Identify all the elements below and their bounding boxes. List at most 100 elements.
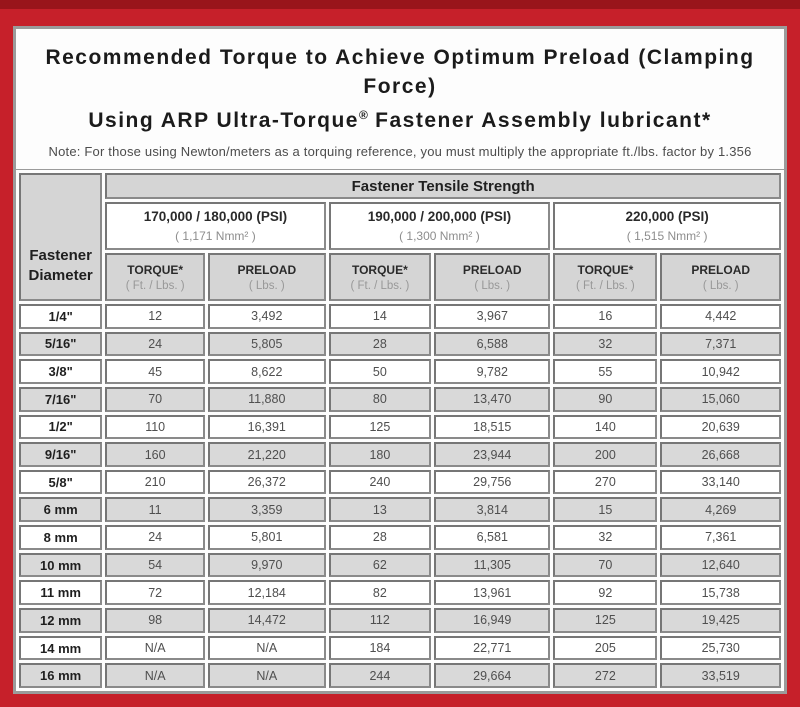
preload-value-cell: 13,470 — [434, 386, 551, 412]
preload-value-cell: 3,814 — [434, 497, 551, 523]
fastener-diameter-cell: 3/8" — [19, 359, 103, 384]
preload-header-1: PRELOAD ( Lbs. ) — [208, 253, 326, 301]
title-line-2: Using ARP Ultra-Torque — [88, 109, 359, 132]
torque-value-cell: N/A — [105, 635, 205, 661]
corner-header-fastener-diameter: Fastener Diameter — [19, 173, 103, 301]
torque-value-cell: 200 — [553, 442, 658, 467]
preload-value-cell: 29,664 — [434, 663, 551, 688]
preload-value-cell: 22,771 — [434, 635, 551, 661]
torque-value-cell: 70 — [553, 552, 658, 578]
psi-value-3: 220,000 (PSI) — [625, 209, 709, 224]
psi-header-row: 170,000 / 180,000 (PSI) ( 1,171 Nmm² ) 1… — [19, 202, 781, 250]
fastener-diameter-cell: 6 mm — [19, 497, 103, 523]
preload-value-cell: 8,622 — [208, 359, 326, 384]
tensile-strength-row: Fastener Diameter Fastener Tensile Stren… — [19, 173, 781, 301]
fastener-diameter-cell: 1/2" — [19, 414, 103, 440]
preload-value-cell: 26,668 — [660, 442, 781, 467]
preload-value-cell: 16,391 — [208, 414, 326, 440]
preload-value-cell: 4,269 — [660, 497, 781, 523]
preload-value-cell: 25,730 — [660, 635, 781, 661]
torque-value-cell: 14 — [328, 304, 432, 329]
table-row: 12 mm 98 14,472 112 16,949 125 19,425 — [19, 608, 781, 633]
preload-value-cell: 19,425 — [660, 608, 781, 633]
torque-value-cell: 92 — [553, 580, 658, 606]
torque-value-cell: 15 — [553, 497, 658, 523]
preload-value-cell: 3,967 — [434, 304, 551, 329]
torque-value-cell: 62 — [328, 552, 432, 578]
preload-value-cell: 6,588 — [434, 331, 551, 357]
torque-table-wrapper: Fastener Diameter Fastener Tensile Stren… — [16, 169, 784, 691]
table-row: 10 mm 54 9,970 62 11,305 70 12,640 — [19, 552, 781, 578]
table-body: 1/4" 12 3,492 14 3,967 16 4,442 5/16" 24 5,805 28 6… — [19, 304, 781, 688]
fastener-diameter-cell: 1/4" — [19, 304, 103, 329]
preload-value-cell: 26,372 — [208, 469, 326, 495]
torque-value-cell: 54 — [105, 552, 205, 578]
page-title: Recommended Torque to Achieve Optimum Pr… — [26, 43, 774, 135]
torque-value-cell: 16 — [553, 304, 658, 329]
torque-table: Fastener Diameter Fastener Tensile Stren… — [16, 170, 784, 691]
title-line-1: Recommended Torque to Achieve Optimum Pr… — [45, 46, 755, 98]
psi-header-group-1: 170,000 / 180,000 (PSI) ( 1,171 Nmm² ) — [105, 202, 326, 250]
preload-value-cell: 6,581 — [434, 525, 551, 550]
table-row: 5/8" 210 26,372 240 29,756 270 33,140 — [19, 469, 781, 495]
table-row: 11 mm 72 12,184 82 13,961 92 15,738 — [19, 580, 781, 606]
torque-value-cell: 70 — [105, 386, 205, 412]
torque-value-cell: 12 — [105, 304, 205, 329]
torque-value-cell: 80 — [328, 386, 432, 412]
torque-value-cell: 180 — [328, 442, 432, 467]
preload-value-cell: 29,756 — [434, 469, 551, 495]
corner-line-2: Diameter — [28, 267, 93, 284]
note-text: Note: For those using Newton/meters as a… — [48, 144, 752, 159]
preload-value-cell: 33,519 — [660, 663, 781, 688]
table-row: 1/2" 110 16,391 125 18,515 140 20,639 — [19, 414, 781, 440]
table-row: 8 mm 24 5,801 28 6,581 32 7,361 — [19, 525, 781, 550]
torque-value-cell: 28 — [328, 525, 432, 550]
torque-value-cell: 32 — [553, 525, 658, 550]
torque-value-cell: 210 — [105, 469, 205, 495]
fastener-diameter-cell: 11 mm — [19, 580, 103, 606]
preload-value-cell: 16,949 — [434, 608, 551, 633]
torque-value-cell: 32 — [553, 331, 658, 357]
title-line-2-end: Fastener Assembly lubricant* — [367, 109, 712, 132]
torque-header-2: TORQUE* ( Ft. / Lbs. ) — [328, 253, 432, 301]
preload-header-2: PRELOAD ( Lbs. ) — [434, 253, 551, 301]
torque-value-cell: 50 — [328, 359, 432, 384]
preload-value-cell: 13,961 — [434, 580, 551, 606]
torque-value-cell: 112 — [328, 608, 432, 633]
psi-value-1: 170,000 / 180,000 (PSI) — [143, 209, 288, 224]
preload-value-cell: 12,640 — [660, 552, 781, 578]
preload-value-cell: 3,492 — [208, 304, 326, 329]
torque-value-cell: 13 — [328, 497, 432, 523]
preload-value-cell: 9,782 — [434, 359, 551, 384]
torque-value-cell: 160 — [105, 442, 205, 467]
table-row: 3/8" 45 8,622 50 9,782 55 10,942 — [19, 359, 781, 384]
preload-value-cell: 33,140 — [660, 469, 781, 495]
preload-value-cell: N/A — [208, 663, 326, 688]
torque-value-cell: N/A — [105, 663, 205, 688]
torque-value-cell: 24 — [105, 525, 205, 550]
fastener-diameter-cell: 10 mm — [19, 552, 103, 578]
preload-value-cell: 20,639 — [660, 414, 781, 440]
torque-value-cell: 72 — [105, 580, 205, 606]
table-row: 5/16" 24 5,805 28 6,588 32 7,371 — [19, 331, 781, 357]
torque-value-cell: 272 — [553, 663, 658, 688]
table-row: 6 mm 11 3,359 13 3,814 15 4,269 — [19, 497, 781, 523]
fastener-diameter-cell: 5/8" — [19, 469, 103, 495]
content-panel: Recommended Torque to Achieve Optimum Pr… — [13, 26, 787, 694]
preload-value-cell: 18,515 — [434, 414, 551, 440]
preload-value-cell: 5,801 — [208, 525, 326, 550]
fastener-diameter-cell: 12 mm — [19, 608, 103, 633]
nmm-value-3: ( 1,515 Nmm² ) — [626, 229, 708, 243]
torque-value-cell: 205 — [553, 635, 658, 661]
preload-value-cell: 11,880 — [208, 386, 326, 412]
torque-value-cell: 140 — [553, 414, 658, 440]
table-row: 1/4" 12 3,492 14 3,967 16 4,442 — [19, 304, 781, 329]
preload-value-cell: 3,359 — [208, 497, 326, 523]
corner-line-1: Fastener — [29, 247, 92, 264]
psi-header-group-3: 220,000 (PSI) ( 1,515 Nmm² ) — [553, 202, 781, 250]
table-row: 16 mm N/A N/A 244 29,664 272 33,519 — [19, 663, 781, 688]
torque-value-cell: 82 — [328, 580, 432, 606]
preload-value-cell: 7,361 — [660, 525, 781, 550]
torque-value-cell: 28 — [328, 331, 432, 357]
psi-header-group-2: 190,000 / 200,000 (PSI) ( 1,300 Nmm² ) — [328, 202, 551, 250]
